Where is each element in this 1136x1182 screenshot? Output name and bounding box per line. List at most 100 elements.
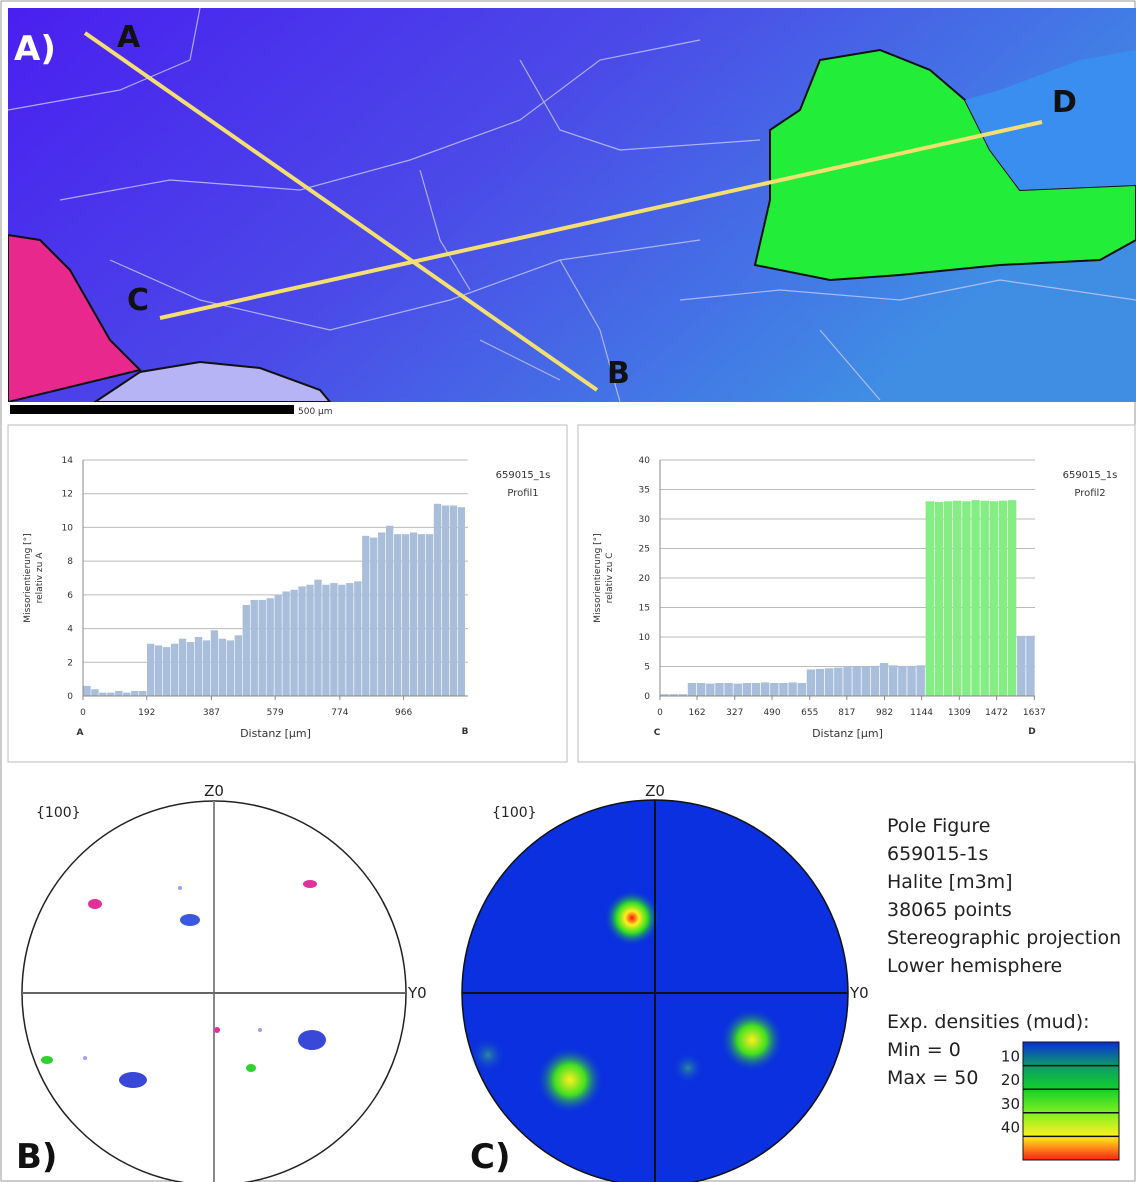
colorbar-tick-label: 20 bbox=[1001, 1071, 1020, 1089]
bar bbox=[916, 665, 924, 696]
bar bbox=[1008, 500, 1016, 696]
bar bbox=[282, 591, 289, 696]
bar bbox=[434, 504, 441, 696]
y-tick-label: 20 bbox=[639, 574, 651, 584]
bar bbox=[195, 637, 202, 696]
bar bbox=[219, 639, 226, 696]
colorbar-tick-label: 10 bbox=[1001, 1048, 1020, 1066]
bar bbox=[971, 500, 979, 696]
bar bbox=[752, 683, 760, 696]
bar bbox=[362, 536, 369, 696]
chart-subtitle: Profil1 bbox=[507, 488, 538, 499]
x-tick-label: 490 bbox=[763, 708, 780, 718]
bar bbox=[862, 667, 870, 697]
bar bbox=[338, 585, 345, 696]
point-label: A bbox=[117, 20, 141, 55]
y-axis-label: Missorientierung [°] bbox=[23, 533, 33, 622]
y-tick-label: 0 bbox=[644, 692, 650, 702]
bar bbox=[962, 501, 970, 696]
bar bbox=[259, 600, 266, 696]
info-line: Pole Figure bbox=[887, 815, 990, 837]
y-tick-label: 14 bbox=[62, 456, 74, 466]
colorbar-tick-label: 40 bbox=[1001, 1118, 1020, 1136]
bar bbox=[187, 642, 194, 696]
bar bbox=[410, 532, 417, 696]
density-peak bbox=[720, 1008, 784, 1072]
bar bbox=[442, 506, 449, 696]
legend-title: Exp. densities (mud): bbox=[887, 1011, 1090, 1033]
figure: A) A B C D 500 µm {100} Z0 Y0 B) bbox=[0, 0, 1136, 1182]
bar bbox=[91, 689, 98, 696]
info-line: Stereographic projection bbox=[887, 927, 1121, 949]
bar bbox=[274, 595, 281, 696]
bar bbox=[807, 669, 815, 696]
page: {"panel_a": {"label": "A)", "points": ["… bbox=[0, 0, 1136, 1182]
bar bbox=[179, 639, 186, 696]
chart-title: 659015_1s bbox=[1063, 470, 1118, 481]
bar bbox=[779, 683, 787, 696]
bar bbox=[426, 534, 433, 696]
chart-title: 659015_1s bbox=[496, 470, 551, 481]
bar bbox=[999, 501, 1007, 696]
bar bbox=[123, 693, 130, 696]
y-axis-label: Missorientierung [°] bbox=[593, 533, 603, 622]
bar bbox=[131, 691, 138, 696]
point-label: C bbox=[127, 283, 149, 318]
y-tick-label: 0 bbox=[67, 692, 73, 702]
bar bbox=[843, 667, 851, 696]
y-tick-label: 6 bbox=[67, 591, 73, 601]
y-tick-label: 10 bbox=[62, 523, 74, 533]
bar bbox=[724, 683, 732, 696]
bar bbox=[825, 668, 833, 696]
info-line: 38065 points bbox=[887, 899, 1012, 921]
y-tick-label: 40 bbox=[639, 456, 651, 466]
y-tick-label: 8 bbox=[67, 557, 73, 567]
y-tick-label: 5 bbox=[644, 663, 650, 673]
bar bbox=[990, 501, 998, 696]
density-peak bbox=[536, 1046, 604, 1114]
bar bbox=[834, 668, 842, 696]
x-tick-label: 1637 bbox=[1023, 708, 1046, 718]
x-tick-label: 0 bbox=[657, 708, 663, 718]
point-label: D bbox=[1052, 85, 1077, 120]
bar bbox=[290, 590, 297, 696]
bar bbox=[1017, 636, 1025, 696]
y-tick-label: 30 bbox=[639, 515, 651, 525]
bar bbox=[761, 682, 769, 696]
bar bbox=[386, 526, 393, 696]
panel-label: C) bbox=[470, 1137, 511, 1177]
bar bbox=[330, 583, 337, 696]
bar bbox=[898, 666, 906, 696]
bar bbox=[99, 693, 106, 696]
x-axis-label: Distanz [µm] bbox=[240, 727, 311, 740]
bar bbox=[203, 640, 210, 696]
bar bbox=[267, 598, 274, 696]
bar bbox=[715, 683, 723, 696]
y-tick-label: 2 bbox=[67, 658, 73, 668]
bar bbox=[926, 501, 934, 696]
y-tick-label: 4 bbox=[67, 625, 73, 635]
density-peak bbox=[672, 1052, 704, 1084]
bar bbox=[889, 665, 897, 696]
bar bbox=[880, 663, 888, 696]
bar bbox=[322, 585, 329, 696]
density-peak bbox=[604, 890, 660, 946]
end-label: B bbox=[462, 727, 469, 737]
bar bbox=[235, 635, 242, 696]
bar bbox=[1026, 636, 1034, 696]
x-tick-label: 966 bbox=[395, 708, 412, 718]
bar bbox=[163, 647, 170, 696]
panel-label: B) bbox=[16, 1137, 57, 1177]
y-axis-label: relativ zu A bbox=[35, 552, 45, 604]
orientation-map: A) A B C D bbox=[8, 8, 1136, 402]
legend-min: Min = 0 bbox=[887, 1039, 961, 1061]
bar bbox=[227, 640, 234, 696]
bar bbox=[171, 644, 178, 696]
bar bbox=[354, 581, 361, 696]
plane-label: {100} bbox=[492, 805, 537, 821]
density-peak bbox=[470, 1037, 506, 1073]
info-line: Halite [m3m] bbox=[887, 871, 1013, 893]
y-tick-label: 10 bbox=[639, 633, 651, 643]
axis-label: Z0 bbox=[204, 782, 224, 800]
bar bbox=[139, 691, 146, 696]
